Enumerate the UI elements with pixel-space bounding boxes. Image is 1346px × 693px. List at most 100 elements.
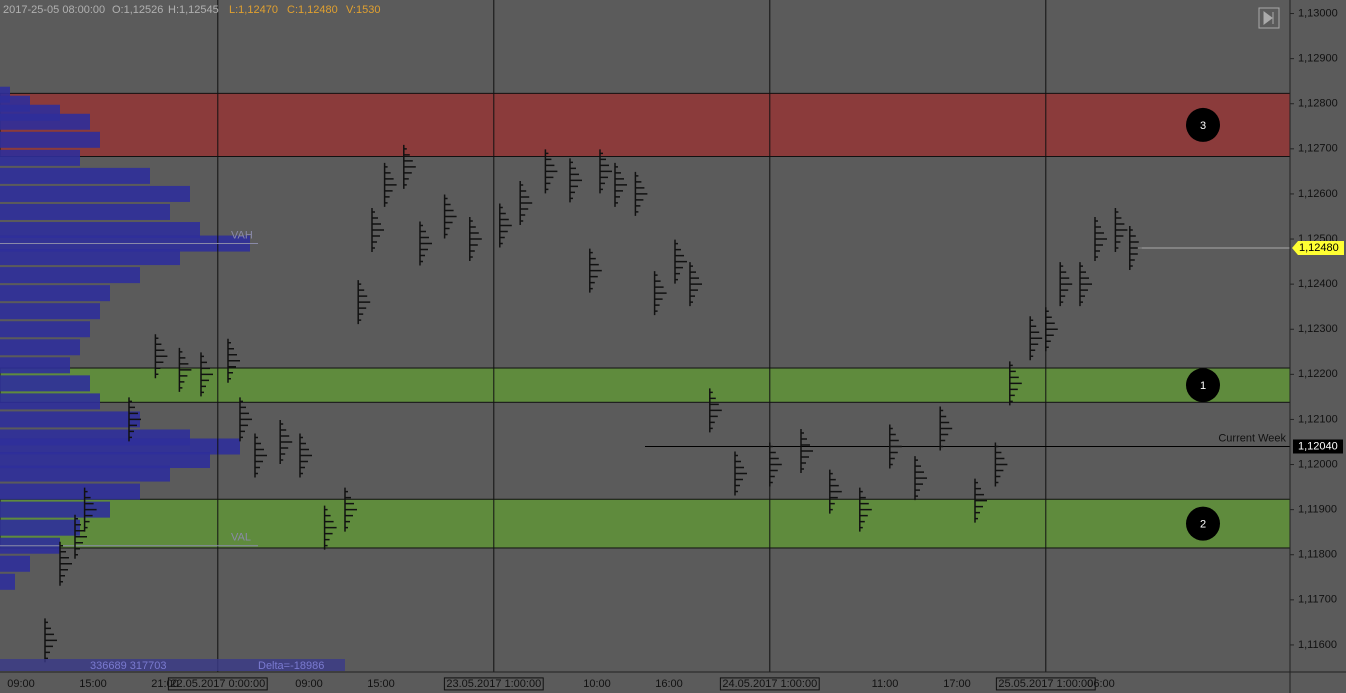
- header-volume: V:1530: [346, 4, 380, 16]
- price-profile: [674, 239, 687, 284]
- x-tick-label: 06:00: [1087, 678, 1115, 690]
- profile-bar: [0, 267, 140, 284]
- price-profile: [371, 208, 384, 253]
- nav-button[interactable]: [1258, 7, 1280, 29]
- price-profile: [569, 158, 582, 203]
- profile-bar: [0, 167, 150, 184]
- price-profile: [859, 487, 872, 532]
- profile-bar: [0, 131, 100, 148]
- footer-volumes: 336689 317703: [90, 660, 166, 672]
- nav-icon[interactable]: [1263, 11, 1274, 25]
- header-low: L:1,12470: [229, 4, 278, 16]
- y-tick-label: 1,12400: [1298, 278, 1338, 290]
- zone: [0, 498, 1291, 549]
- price-profile: [914, 456, 927, 501]
- price-profile: [994, 442, 1008, 487]
- y-tick-label: 1,12800: [1298, 98, 1338, 110]
- profile-bar: [0, 375, 90, 392]
- price-profile: [653, 271, 667, 316]
- zone: [0, 367, 1291, 403]
- price-profile: [469, 217, 482, 262]
- x-tick-label: 17:00: [943, 678, 971, 690]
- header: 2017-25-05 08:00:00 O:1,12526 H:1,12545 …: [3, 4, 380, 16]
- footer-bar: [0, 659, 345, 671]
- x-tick-label: 21:00: [151, 678, 179, 690]
- price-profile: [769, 442, 782, 487]
- price-profile: [200, 352, 213, 397]
- price-profile: [154, 334, 168, 379]
- price-profile: [709, 388, 722, 433]
- profile-bar: [0, 185, 190, 202]
- price-profile: [599, 149, 612, 194]
- date-box: [719, 677, 820, 691]
- profile-bar: [0, 555, 30, 572]
- profile-bar: [0, 285, 110, 302]
- y-tick-label: 1,12600: [1298, 188, 1338, 200]
- level-name: VAL: [231, 532, 251, 544]
- price-profile: [357, 280, 371, 325]
- price-profile: [974, 478, 987, 523]
- price-profile: [589, 248, 602, 293]
- y-tick-label: 1,12000: [1298, 458, 1338, 470]
- x-tick-label: 09:00: [295, 678, 323, 690]
- price-profile: [634, 171, 648, 216]
- price-profile: [829, 469, 842, 514]
- x-tick-label: 09:00: [7, 678, 35, 690]
- price-profile: [323, 505, 337, 550]
- header-high: H:1,12545: [168, 4, 219, 16]
- price-profile: [279, 419, 293, 464]
- zone-badge: [1186, 107, 1220, 142]
- x-tick-label: 15:00: [367, 678, 395, 690]
- profile-bar: [0, 321, 90, 338]
- profile-bar: [0, 339, 80, 356]
- y-tick-label: 1,11700: [1298, 594, 1337, 606]
- price-profile: [499, 203, 512, 248]
- price-profile: [734, 451, 747, 496]
- y-tick-label: 1,13000: [1298, 7, 1338, 19]
- y-tick-label: 1,12100: [1298, 413, 1338, 425]
- x-tick-label: 24.05.2017 1:00:00: [722, 678, 817, 690]
- level-name: VAH: [231, 229, 253, 241]
- y-tick-label: 1,12900: [1298, 53, 1338, 65]
- y-tick-label: 1,11600: [1298, 639, 1337, 651]
- price-profile: [689, 262, 702, 307]
- profile-bar: [0, 113, 90, 130]
- price-profile: [383, 162, 397, 207]
- price-profile: [1129, 226, 1142, 271]
- profile-bar: [0, 519, 80, 536]
- price-profile: [419, 221, 432, 266]
- price-profile: [227, 338, 240, 383]
- x-tick-label: 22.05.2017 0:00:00: [170, 678, 265, 690]
- price-profile: [83, 487, 97, 532]
- profile-bar: [0, 303, 100, 320]
- zone-label: 1: [1200, 380, 1206, 392]
- profile-bar: [0, 452, 210, 469]
- zone-label: 2: [1200, 519, 1206, 531]
- price-tag: [1293, 439, 1343, 454]
- header-time: 2017-25-05 08:00:00: [3, 4, 105, 16]
- price-profile: [254, 433, 267, 478]
- zone: [0, 92, 1291, 157]
- profile-bar: [0, 149, 80, 166]
- profile-bar: [0, 86, 10, 103]
- x-tick-label: 11:00: [872, 678, 899, 690]
- price-profile: [299, 433, 312, 478]
- x-tick-label: 23.05.2017 1:00:00: [446, 678, 541, 690]
- price-profile: [889, 424, 902, 469]
- profile-bar: [0, 411, 140, 428]
- date-box: [167, 677, 268, 691]
- footer-delta: Delta=-18986: [258, 660, 324, 672]
- price-profile: [1009, 361, 1022, 406]
- price-profile: [59, 541, 72, 586]
- profile-bar: [0, 483, 140, 500]
- price-profile: [1045, 307, 1058, 352]
- x-tick-label: 10:00: [583, 678, 611, 690]
- header-close: C:1,12480: [287, 4, 338, 16]
- price-profile: [939, 406, 953, 451]
- profile-bar: [0, 357, 70, 374]
- x-tick-label: 25.05.2017 1:00:00: [998, 678, 1093, 690]
- zone-badge: [1186, 506, 1220, 541]
- price-profile: [614, 162, 627, 207]
